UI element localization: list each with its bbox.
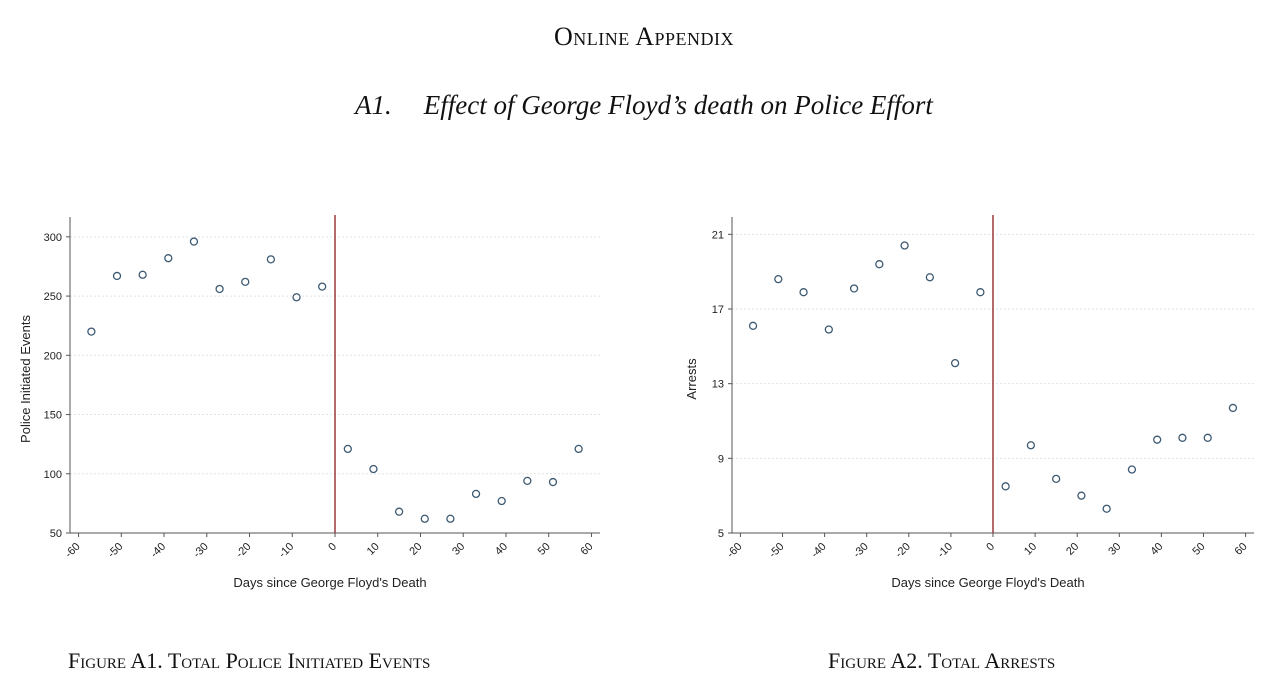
- data-point: [774, 274, 783, 284]
- data-point: [523, 476, 532, 486]
- y-tick-label: 150: [44, 410, 62, 422]
- data-point: [1203, 433, 1212, 442]
- data-point: [799, 288, 808, 297]
- data-point: [748, 321, 758, 330]
- section-number: A1.: [355, 90, 392, 120]
- data-point: [1102, 504, 1111, 513]
- x-tick-label: -50: [767, 541, 787, 561]
- data-point: [1077, 491, 1086, 500]
- figure-a1-chart: 50 100 150 200 250 300 -60 -50 -40 -30 -20 -10 0 10 20…: [0, 200, 640, 600]
- data-point: [925, 273, 935, 282]
- data-point: [215, 284, 224, 294]
- data-point: [900, 241, 909, 250]
- y-axis-label: Arrests: [684, 358, 699, 400]
- data-point: [87, 327, 96, 336]
- x-tick-label: 30: [450, 541, 467, 558]
- data-point: [574, 444, 583, 454]
- x-tick-label: -30: [851, 541, 871, 561]
- x-axis-label: Days since George Floyd's Death: [891, 575, 1084, 590]
- data-point: [875, 260, 884, 269]
- data-point: [1001, 482, 1010, 491]
- figure-a2-chart: 5 9 13 17 21 -60 -50 -40 -30 -20 -10 0 10 20 30 40 50 60 D…: [660, 200, 1288, 600]
- x-tick-label: -20: [893, 541, 913, 561]
- data-point: [1127, 465, 1137, 474]
- x-tick-label: 20: [407, 541, 424, 558]
- data-point: [164, 254, 173, 263]
- figure-a2-svg: 5 9 13 17 21 -60 -50 -40 -30 -20 -10 0 10 20 30 40 50 60 D…: [684, 215, 1254, 590]
- y-axis-label: Police Initiated Events: [18, 315, 33, 443]
- data-point: [241, 277, 250, 287]
- y-tick-label: 200: [44, 350, 62, 362]
- x-tick-label: -50: [106, 541, 126, 561]
- data-point: [1026, 441, 1036, 450]
- x-axis-label: Days since George Floyd's Death: [233, 575, 426, 590]
- data-point: [318, 282, 327, 291]
- data-point: [369, 464, 378, 474]
- y-tick-label: 100: [44, 469, 62, 481]
- x-tick-label: -20: [234, 541, 254, 561]
- x-tick-label: 60: [1233, 541, 1250, 558]
- data-point: [849, 284, 859, 293]
- x-tick-label: 60: [578, 541, 595, 558]
- x-tick-label: 30: [1106, 541, 1123, 558]
- data-point: [394, 507, 404, 516]
- section-title-text: Effect of George Floyd’s death on Police…: [423, 90, 933, 120]
- x-tick-label: 0: [326, 541, 339, 554]
- data-point: [1228, 403, 1238, 413]
- figure-a2-caption: Figure A2. Total Arrests: [828, 648, 1056, 673]
- x-tick-label: -40: [809, 541, 829, 561]
- data-point: [189, 237, 199, 246]
- x-tick-label: -10: [935, 541, 955, 561]
- data-point: [343, 444, 352, 454]
- y-tick-label: 21: [712, 229, 724, 241]
- data-point: [292, 293, 301, 302]
- y-tick-label: 50: [50, 528, 62, 540]
- x-tick-label: -10: [277, 541, 297, 561]
- data-point: [266, 255, 276, 264]
- x-tick-label: 0: [984, 541, 997, 554]
- data-point: [1178, 433, 1187, 442]
- data-point: [548, 477, 558, 487]
- x-tick-label: -60: [63, 541, 83, 561]
- data-point: [976, 288, 985, 297]
- data-point: [446, 514, 455, 523]
- figure-a1-caption: Figure A1. Total Police Initiated Events: [68, 648, 431, 673]
- data-point: [471, 489, 481, 499]
- figure-a1-svg: 50 100 150 200 250 300 -60 -50 -40 -30 -20 -10 0 10 20…: [18, 215, 600, 590]
- x-tick-label: -60: [725, 541, 745, 561]
- y-tick-label: 13: [712, 379, 724, 391]
- y-tick-label: 5: [718, 528, 724, 540]
- y-tick-label: 9: [718, 453, 724, 465]
- data-point: [112, 271, 122, 281]
- y-tick-label: 17: [712, 304, 724, 316]
- appendix-title: Online Appendix: [553, 22, 735, 51]
- x-tick-label: 40: [1148, 541, 1165, 558]
- x-tick-label: 50: [1190, 541, 1207, 558]
- x-tick-label: 10: [365, 541, 382, 558]
- data-point: [824, 325, 833, 334]
- data-point: [1153, 435, 1162, 444]
- section-title: A1. Effect of George Floyd’s death on Pol…: [0, 90, 1288, 121]
- x-tick-label: -40: [148, 541, 168, 561]
- x-tick-label: 10: [1022, 541, 1039, 558]
- data-point: [420, 514, 429, 523]
- x-tick-label: 50: [536, 541, 553, 558]
- data-point: [1051, 474, 1061, 484]
- data-point: [138, 270, 147, 279]
- x-tick-label: -30: [191, 541, 211, 561]
- y-tick-label: 300: [44, 232, 62, 244]
- x-tick-label: 40: [493, 541, 510, 558]
- data-point: [497, 496, 506, 506]
- x-tick-label: 20: [1064, 541, 1081, 558]
- y-tick-label: 250: [44, 291, 62, 303]
- data-point: [950, 358, 960, 368]
